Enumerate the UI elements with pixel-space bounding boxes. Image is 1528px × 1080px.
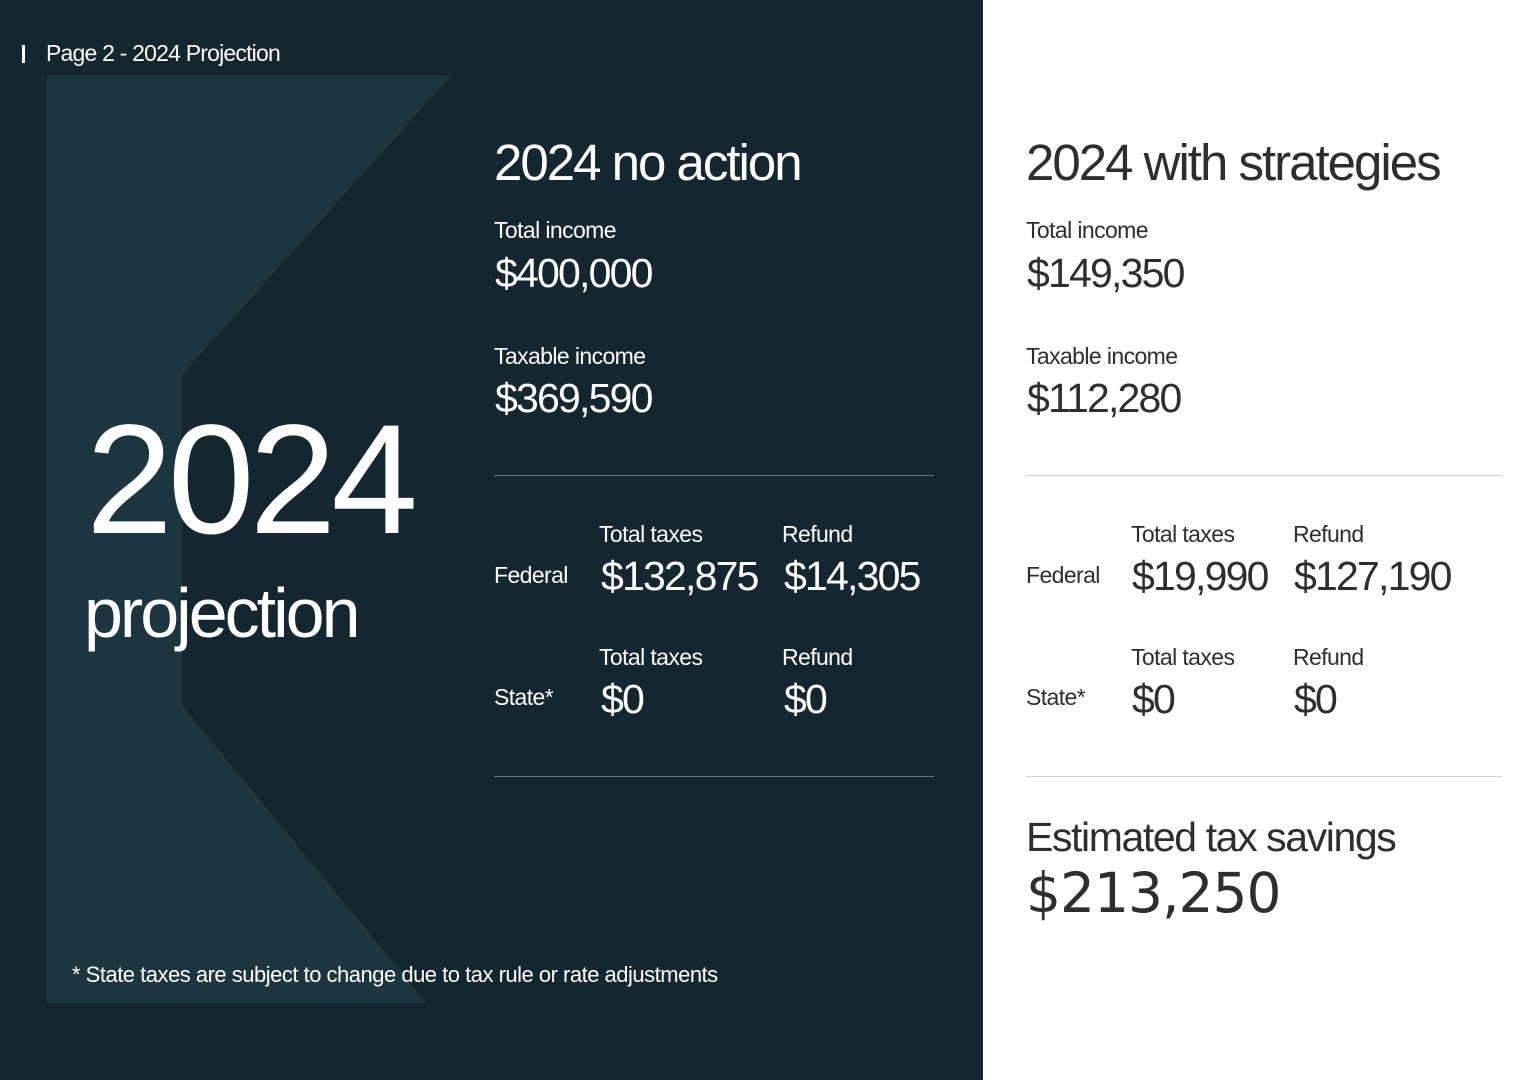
chevron-shape [47,75,452,1003]
state-refund-label: Refund [782,644,853,670]
federal-refund-value: $14,305 [784,553,921,599]
federal-total-taxes-label: Total taxes [599,521,703,547]
with-strategies-column: 2024 with strategies Total income $149,3… [1026,0,1502,1080]
state-total-taxes-value: $0 [1132,676,1176,722]
page-marker [22,45,25,63]
page-label: Page 2 - 2024 Projection [46,40,281,66]
federal-total-taxes-label: Total taxes [1131,521,1235,547]
federal-refund-label: Refund [782,521,853,547]
total-income-label: Total income [1026,217,1149,243]
taxable-income-label: Taxable income [494,343,646,369]
federal-label: Federal [1026,562,1100,588]
savings-value: $213,250 [1026,861,1281,925]
divider [1026,776,1502,777]
state-total-taxes-label: Total taxes [1131,644,1235,670]
federal-refund-label: Refund [1293,521,1364,547]
state-refund-label: Refund [1293,644,1364,670]
taxable-income-value: $369,590 [495,375,653,421]
federal-total-taxes-value: $132,875 [601,553,759,599]
hero-year: 2024 [86,393,418,567]
no-action-column: 2024 no action Total income $400,000 Tax… [494,0,934,1080]
total-income-label: Total income [494,217,617,243]
with-strategies-title: 2024 with strategies [1026,134,1442,191]
federal-refund-value: $127,190 [1294,553,1452,599]
state-total-taxes-value: $0 [601,676,645,722]
divider [1026,475,1502,476]
total-income-value: $400,000 [495,250,653,296]
no-action-title: 2024 no action [494,134,803,191]
state-label: State* [494,684,554,710]
divider [494,475,934,476]
taxable-income-label: Taxable income [1026,343,1178,369]
divider [494,776,934,777]
footnote: * State taxes are subject to change due … [72,962,718,987]
dark-panel [0,0,983,1080]
total-income-value: $149,350 [1027,250,1185,296]
state-total-taxes-label: Total taxes [599,644,703,670]
state-refund-value: $0 [784,676,828,722]
state-label: State* [1026,684,1086,710]
state-refund-value: $0 [1294,676,1338,722]
taxable-income-value: $112,280 [1027,375,1182,421]
federal-total-taxes-value: $19,990 [1132,553,1269,599]
hero-word: projection [84,574,361,652]
savings-label: Estimated tax savings [1026,814,1397,860]
federal-label: Federal [494,562,568,588]
